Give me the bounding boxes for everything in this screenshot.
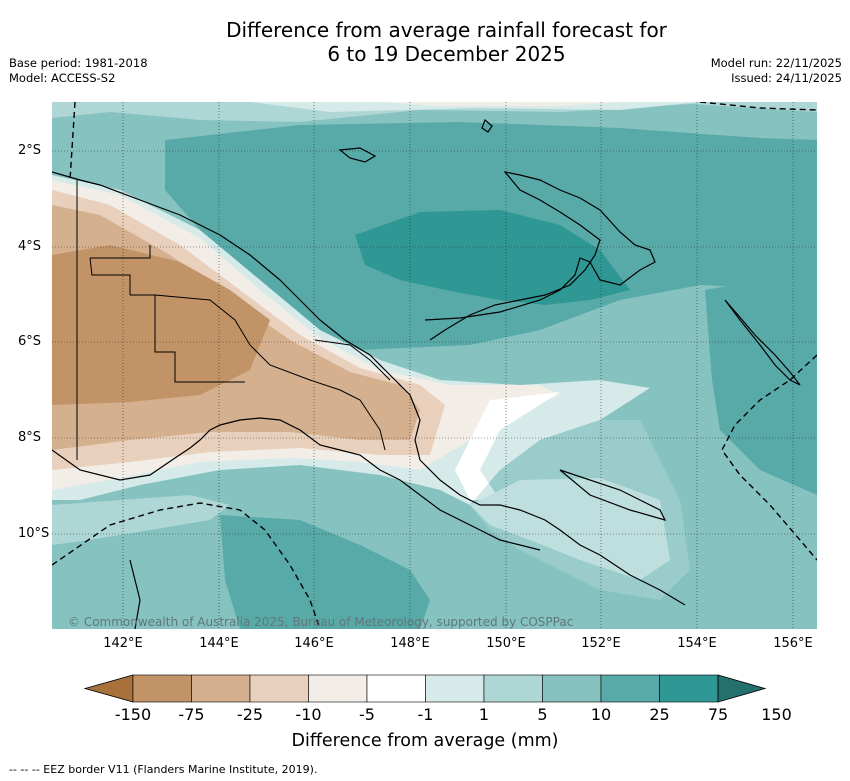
colorbar-label: 25 (649, 705, 670, 724)
y-tick-6s: 6°S (18, 334, 42, 349)
colorbar-label: 1 (478, 705, 490, 724)
y-tick-8s: 8°S (18, 430, 42, 445)
colorbar-label: 5 (537, 705, 548, 724)
colorbar-label: -10 (295, 705, 322, 724)
contour-near-zero (455, 392, 560, 500)
contour-light-west (52, 495, 230, 545)
title-line-2: 6 to 19 December 2025 (327, 42, 566, 66)
contour-top-white (380, 102, 620, 106)
base-period: Base period: 1981-2018 (9, 56, 148, 70)
colorbar-segment (308, 674, 368, 703)
map-title: Difference from average rainfall forecas… (0, 18, 850, 66)
y-tick-4s: 4°S (18, 239, 42, 254)
contour-plus25-south (220, 515, 430, 629)
issued-date: Issued: 24/11/2025 (731, 71, 842, 85)
colorbar-segment (249, 674, 309, 703)
meta-left: Base period: 1981-2018 Model: ACCESS-S2 (9, 56, 148, 86)
x-tick-146: 146°E (294, 636, 334, 651)
x-tick-152: 152°E (581, 636, 621, 651)
contour-top-lighter (250, 102, 700, 112)
colorbar-segment (425, 674, 485, 703)
y-tick-2s: 2°S (18, 143, 42, 158)
contour-plus10-south (470, 420, 690, 600)
eez-borders (52, 102, 817, 629)
colorbar-arrow-min (83, 674, 134, 703)
colorbar-segment (542, 674, 602, 703)
graticule (52, 102, 817, 629)
copyright-notice: © Commonwealth of Australia 2025, Bureau… (68, 615, 574, 629)
colorbar-label: -75 (178, 705, 205, 724)
contour-plus25-east (705, 270, 817, 495)
borders (76, 180, 391, 460)
contour-minus75-core (52, 245, 270, 405)
x-tick-156: 156°E (773, 636, 813, 651)
colorbar-label: -1 (417, 705, 434, 724)
colorbar-label: 75 (707, 705, 729, 724)
colorbar (83, 674, 767, 703)
x-tick-148: 148°E (390, 636, 430, 651)
x-tick-142: 142°E (103, 636, 143, 651)
colorbar-label: -150 (114, 705, 152, 724)
title-line-1: Difference from average rainfall forecas… (226, 18, 667, 42)
colorbar-segment (191, 674, 251, 703)
eez-legend: -- -- -- EEZ border V11 (Flanders Marine… (9, 763, 318, 776)
x-tick-154: 154°E (677, 636, 717, 651)
meta-right: Model run: 22/11/2025 Issued: 24/11/2025 (711, 56, 842, 86)
colorbar-segment (132, 674, 192, 703)
colorbar-label: -25 (236, 705, 264, 724)
coastlines (52, 118, 801, 629)
contour-plus75-core (355, 210, 630, 305)
x-tick-144: 144°E (199, 636, 239, 651)
colorbar-segment (366, 674, 426, 703)
colorbar-label: -5 (359, 705, 375, 724)
colorbar-segment (600, 674, 660, 703)
y-tick-10s: 10°S (18, 526, 50, 541)
colorbar-segment (659, 674, 719, 703)
colorbar-arrow-max (717, 674, 767, 703)
model-name: Model: ACCESS-S2 (9, 71, 116, 85)
x-tick-150: 150°E (486, 636, 526, 651)
model-run: Model run: 22/11/2025 (710, 56, 842, 70)
rainfall-contours (52, 102, 817, 629)
contour-plus10-sw (420, 560, 480, 629)
colorbar-label: 150 (761, 705, 792, 724)
colorbar-label: 10 (590, 705, 612, 724)
colorbar-segment (483, 674, 543, 703)
colorbar-title: Difference from average (mm) (291, 731, 559, 751)
